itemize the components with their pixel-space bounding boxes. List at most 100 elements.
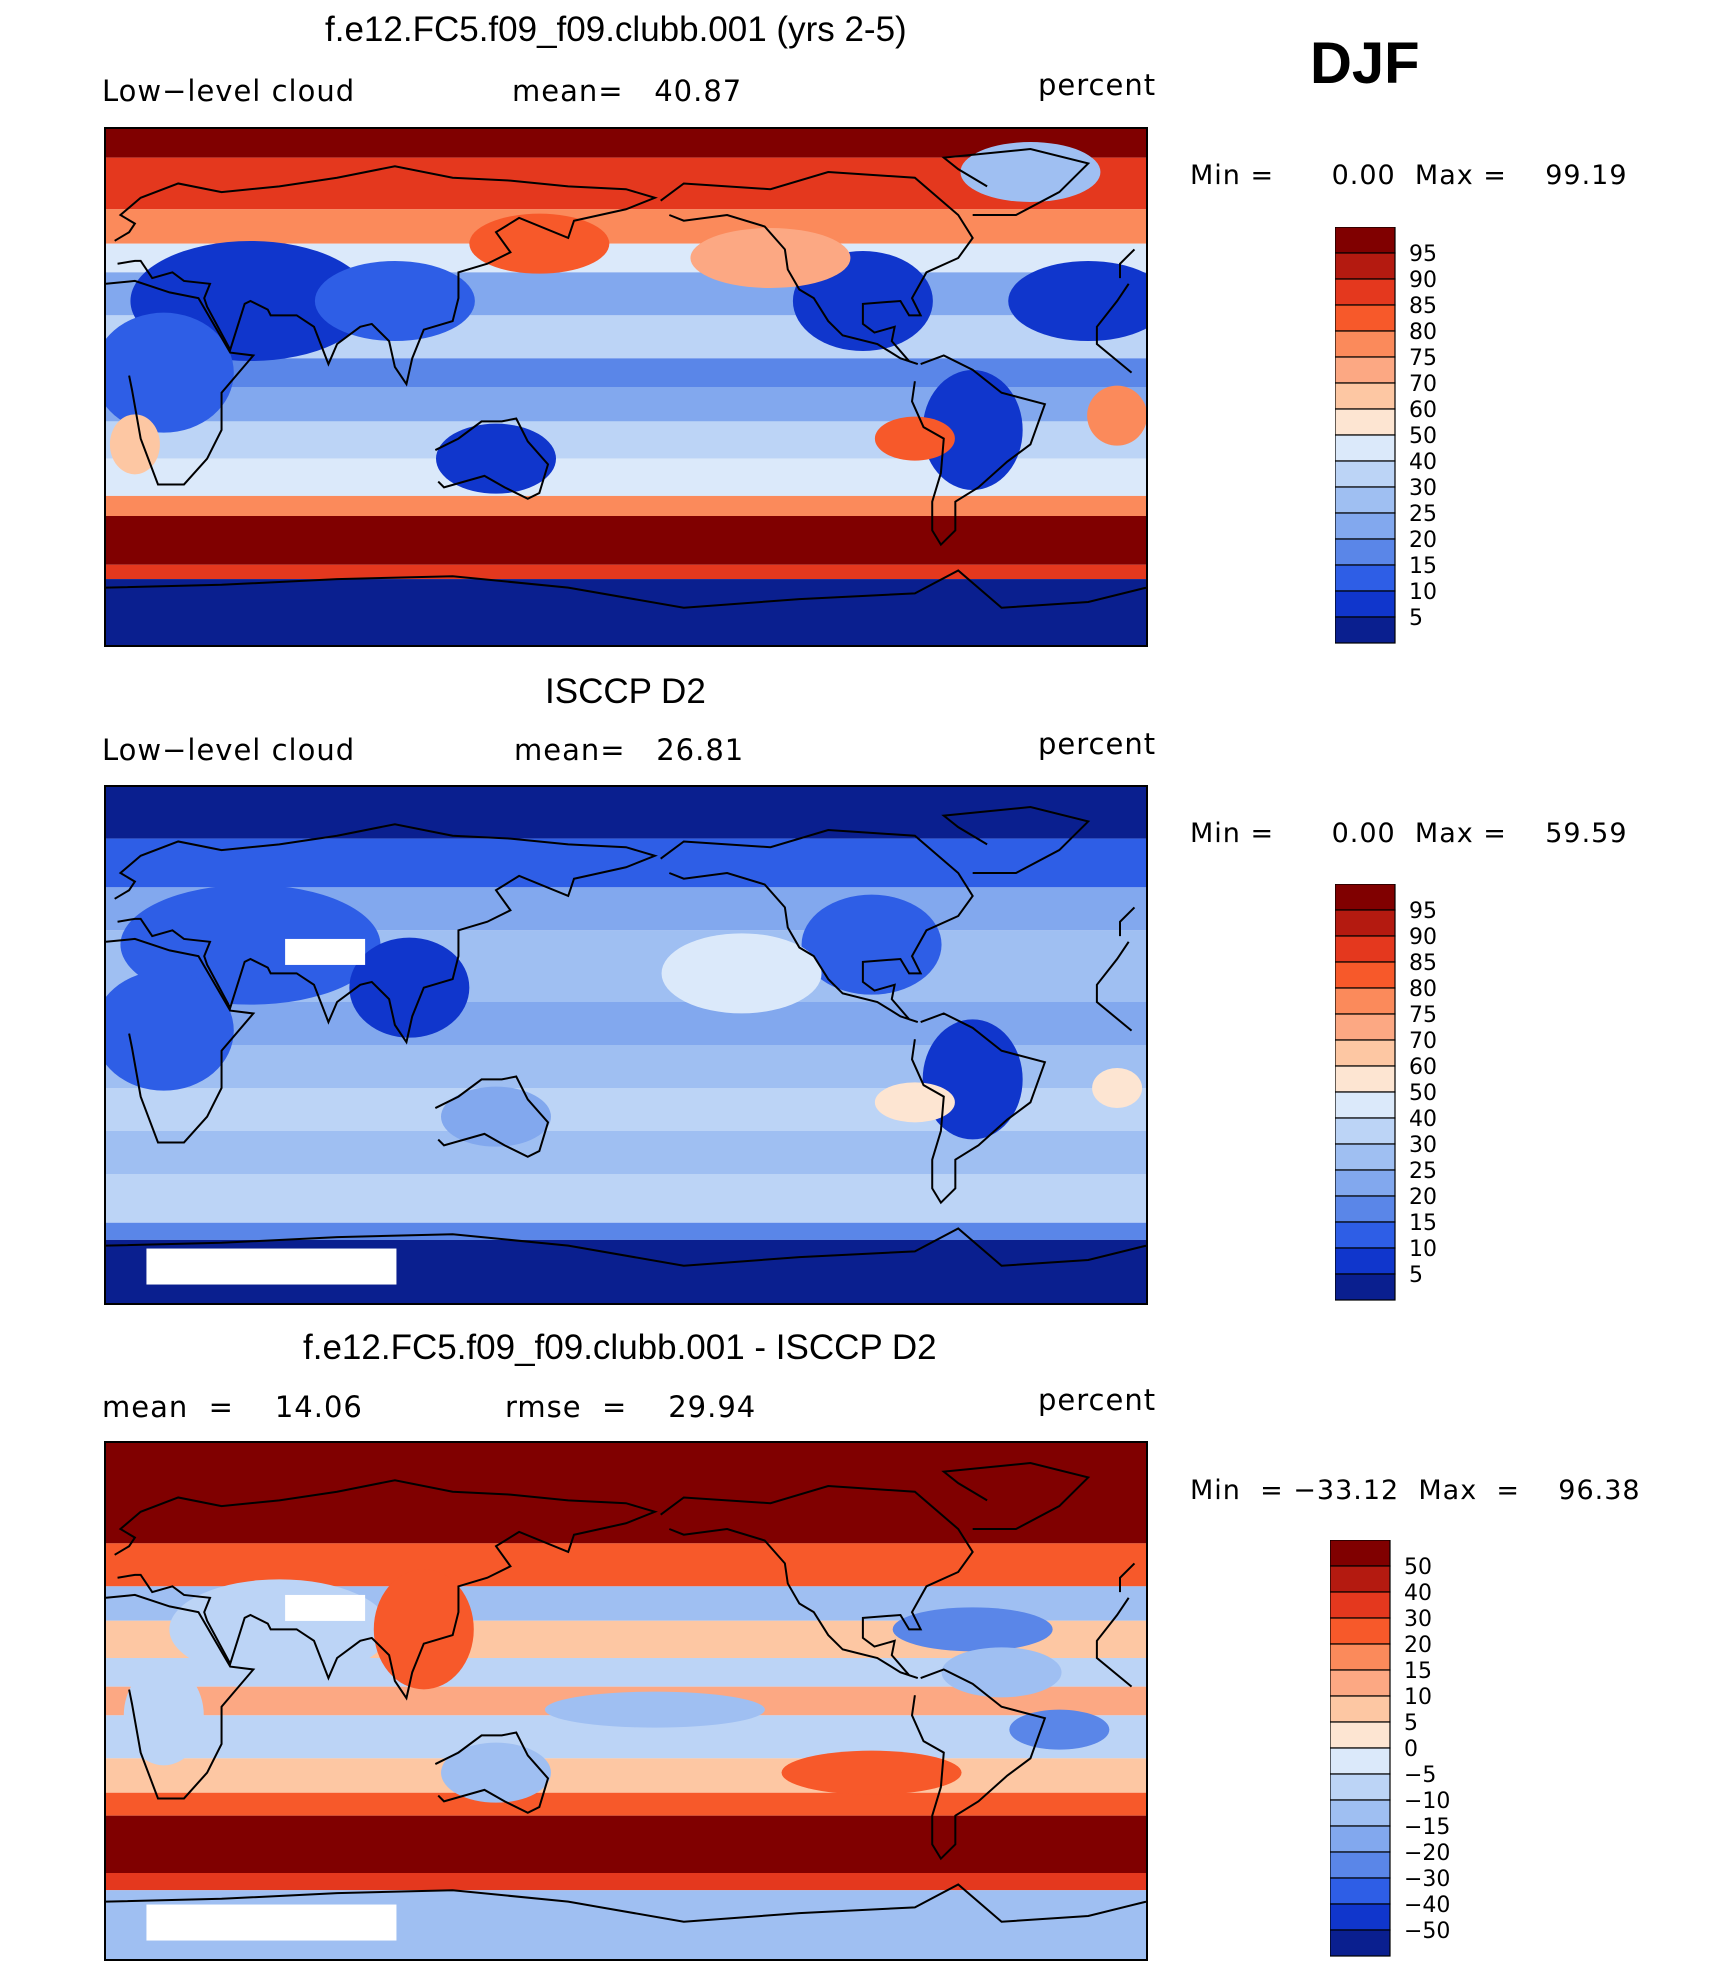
colorbar-tick-label: 75: [1409, 346, 1437, 371]
panel3-mean-label: mean = 14.06: [102, 1390, 363, 1424]
panel3-units-label: percent: [1038, 1383, 1157, 1417]
colorbar-swatch: [1335, 564, 1396, 592]
colorbar-swatch: [1335, 1013, 1396, 1041]
colorbar-swatch: [1330, 1617, 1391, 1645]
coastline: [660, 828, 974, 1024]
colorbar-swatch: [1330, 1825, 1391, 1853]
colorbar-swatch: [1335, 987, 1396, 1015]
colorbar-tick-label: 90: [1409, 268, 1437, 293]
panel2-map-plot: [106, 787, 1146, 1303]
colorbar-tick-label: 70: [1409, 1029, 1437, 1054]
field-patch: [1009, 1709, 1110, 1750]
field-band: [106, 516, 1146, 565]
field-band: [106, 1792, 1146, 1816]
panel2-mean-label: mean= 26.81: [514, 733, 745, 767]
field-patch: [690, 228, 851, 288]
colorbar-tick-label: −5: [1404, 1763, 1436, 1788]
colorbar-tick-label: 30: [1404, 1607, 1432, 1632]
panel2-units-label: percent: [1038, 727, 1157, 761]
field-patch: [922, 370, 1023, 490]
colorbar-swatch: [1335, 1091, 1396, 1119]
panel3-map: [104, 1441, 1148, 1961]
colorbar-swatch: [1330, 1721, 1391, 1749]
missing-data-patch: [146, 1904, 397, 1941]
colorbar-tick-label: −50: [1404, 1919, 1450, 1944]
colorbar-swatch: [1330, 1747, 1391, 1775]
colorbar-tick-label: 40: [1409, 1107, 1437, 1132]
coastline: [941, 148, 1091, 216]
colorbar-tick-label: 25: [1409, 1159, 1437, 1184]
colorbar-swatch: [1335, 590, 1396, 618]
colorbar-swatch: [1335, 382, 1396, 410]
colorbar-tick-label: 60: [1409, 1055, 1437, 1080]
field-band: [106, 1222, 1146, 1240]
field-band: [106, 1815, 1146, 1873]
colorbar-tick-label: 15: [1409, 1211, 1437, 1236]
colorbar-swatch: [1335, 1169, 1396, 1197]
colorbar-tick-label: 80: [1409, 977, 1437, 1002]
field-patch: [941, 1647, 1062, 1698]
colorbar-tick-label: 60: [1409, 398, 1437, 423]
colorbar-tick-label: 50: [1404, 1555, 1432, 1580]
missing-data-patch: [285, 938, 366, 965]
field-band: [106, 1131, 1146, 1174]
colorbar-swatch: [1335, 512, 1396, 540]
colorbar-tick-label: 25: [1409, 502, 1437, 527]
colorbar-swatch: [1335, 304, 1396, 332]
colorbar-swatch: [1330, 1877, 1391, 1905]
field-patch: [109, 414, 160, 475]
panel2-minmax: Min = 0.00 Max = 59.59: [1190, 818, 1628, 849]
panel3-minmax: Min = −33.12 Max = 96.38: [1190, 1475, 1641, 1506]
field-band: [106, 787, 1146, 839]
field-patch: [1092, 1068, 1143, 1108]
colorbar-swatch: [1335, 1221, 1396, 1249]
colorbar-swatch: [1330, 1773, 1391, 1801]
colorbar-tick-label: 15: [1404, 1659, 1432, 1684]
colorbar-swatch: [1335, 1117, 1396, 1145]
colorbar-tick-label: 90: [1409, 925, 1437, 950]
colorbar-swatch: [1330, 1695, 1391, 1723]
coastline: [941, 806, 1091, 874]
field-patch: [441, 1086, 551, 1147]
colorbar-swatch: [1335, 486, 1396, 514]
colorbar-swatch: [1330, 1540, 1391, 1567]
colorbar-tick-label: 85: [1409, 951, 1437, 976]
coastline: [106, 279, 1133, 486]
field-patch: [661, 933, 822, 1014]
colorbar-tick-label: 20: [1404, 1633, 1432, 1658]
field-band: [106, 838, 1146, 888]
colorbar-swatch: [1335, 1273, 1396, 1301]
coastline: [106, 569, 1146, 609]
coastline: [106, 1883, 1146, 1923]
colorbar-tick-label: 85: [1409, 294, 1437, 319]
colorbar-tick-label: 5: [1404, 1711, 1418, 1736]
colorbar-swatch: [1335, 1247, 1396, 1275]
season-label: DJF: [1310, 31, 1420, 96]
colorbar-swatch: [1335, 460, 1396, 488]
colorbar-swatch: [1330, 1929, 1391, 1957]
coastline: [910, 1012, 1047, 1205]
field-band: [106, 564, 1146, 580]
field-patch: [441, 1742, 551, 1803]
coastline: [660, 170, 974, 366]
colorbar-swatch: [1335, 935, 1396, 963]
field-patch: [123, 1665, 204, 1766]
field-band: [106, 129, 1146, 158]
coastline: [434, 1075, 550, 1158]
colorbar-tick-label: 30: [1409, 476, 1437, 501]
panel1-map-plot: [106, 129, 1146, 645]
colorbar-tick-label: 0: [1404, 1737, 1418, 1762]
colorbar-tick-label: −20: [1404, 1841, 1450, 1866]
colorbar-tick-label: −30: [1404, 1867, 1450, 1892]
field-patch: [922, 1019, 1023, 1140]
panel3-map-plot: [106, 1443, 1146, 1959]
field-band: [106, 1174, 1146, 1223]
coastline: [941, 1462, 1091, 1530]
panel3-title: f.e12.FC5.f09_f09.clubb.001 - ISCCP D2: [303, 1328, 937, 1367]
colorbar-tick-label: 70: [1409, 372, 1437, 397]
field-band: [106, 1873, 1146, 1891]
colorbar-tick-label: −40: [1404, 1893, 1450, 1918]
field-patch: [349, 937, 470, 1038]
colorbar-swatch: [1335, 961, 1396, 989]
